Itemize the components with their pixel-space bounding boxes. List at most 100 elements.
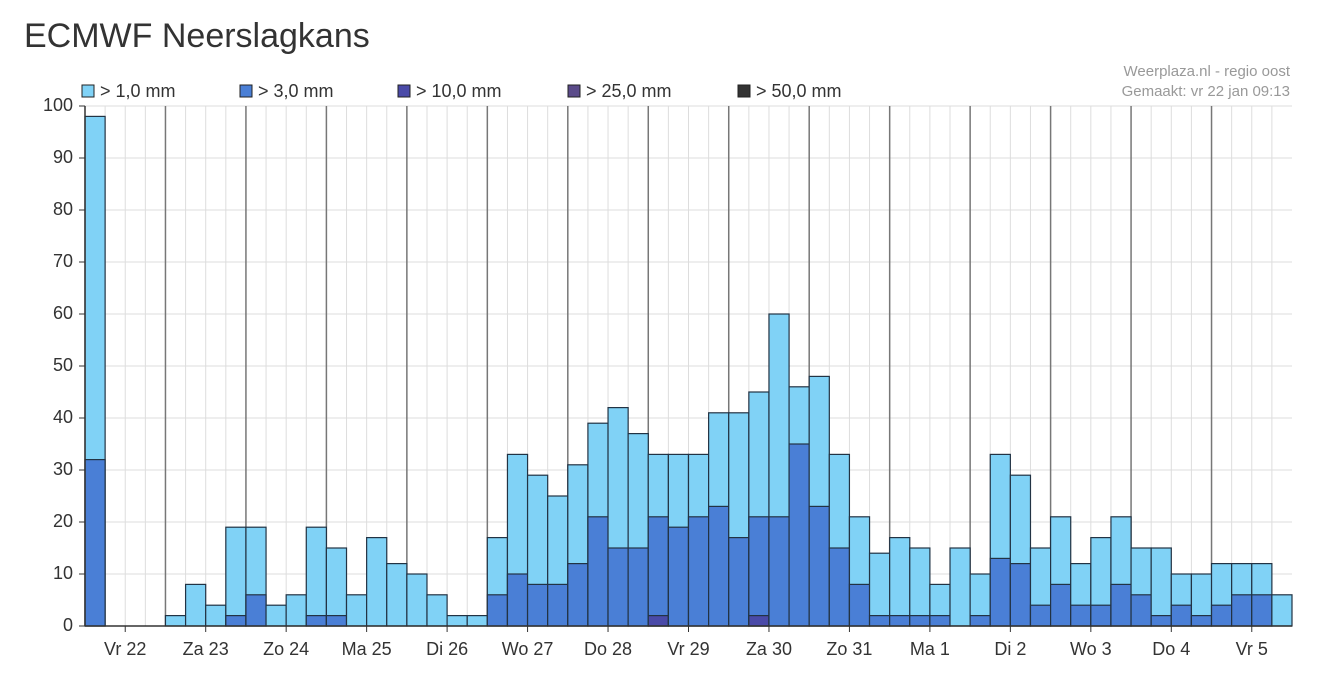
bar <box>567 562 589 627</box>
bar <box>265 604 287 627</box>
x-tick-label: Di 26 <box>426 639 468 659</box>
bar <box>285 594 307 627</box>
bar <box>647 614 669 627</box>
y-tick-label: 70 <box>53 251 73 271</box>
bar <box>768 516 790 627</box>
bar <box>748 614 770 627</box>
bar <box>728 536 750 627</box>
bar <box>325 614 348 627</box>
bar <box>969 614 991 627</box>
bar <box>607 547 629 627</box>
bar <box>366 536 388 627</box>
bar <box>1049 583 1072 627</box>
x-tick-label: Do 28 <box>584 639 632 659</box>
x-tick-label: Ma 25 <box>342 639 392 659</box>
x-tick-label: Do 4 <box>1152 639 1190 659</box>
legend-label: > 50,0 mm <box>756 81 842 101</box>
bar <box>909 547 931 627</box>
bar <box>748 516 770 627</box>
legend-swatch <box>397 84 411 98</box>
x-tick-label: Di 2 <box>994 639 1026 659</box>
y-tick-label: 100 <box>43 95 73 115</box>
bar <box>828 547 851 627</box>
bar <box>1190 614 1213 627</box>
y-tick-label: 20 <box>53 511 73 531</box>
bar <box>305 526 327 627</box>
bar <box>446 614 468 627</box>
legend-swatch <box>737 84 751 98</box>
x-tick-label: Zo 24 <box>263 639 309 659</box>
bar <box>1170 604 1193 627</box>
bar <box>305 614 327 627</box>
bar <box>225 614 247 627</box>
legend-swatch <box>81 84 95 98</box>
legend-swatch <box>239 84 253 98</box>
bar <box>1150 614 1172 627</box>
bar <box>547 583 569 627</box>
y-tick-label: 40 <box>53 407 73 427</box>
bar <box>788 443 810 627</box>
bar <box>386 562 408 627</box>
bar <box>627 547 649 627</box>
bar <box>426 594 448 627</box>
bar <box>909 614 931 627</box>
made-note: Gemaakt: vr 22 jan 09:13 <box>1122 83 1290 100</box>
bar <box>205 604 227 627</box>
y-tick-label: 80 <box>53 199 73 219</box>
bar <box>506 573 529 627</box>
bar <box>848 583 871 627</box>
y-tick-label: 50 <box>53 355 73 375</box>
bar <box>84 459 106 627</box>
bar <box>587 516 609 627</box>
bar <box>1029 604 1052 627</box>
y-tick-label: 10 <box>53 563 73 583</box>
legend-swatch <box>567 84 581 98</box>
y-tick-label: 90 <box>53 147 73 167</box>
bar <box>1110 583 1132 627</box>
bar <box>245 594 267 627</box>
bar <box>164 614 187 627</box>
bar <box>1231 594 1253 627</box>
bar <box>466 614 488 627</box>
bar <box>325 547 348 627</box>
x-tick-label: Wo 3 <box>1070 639 1112 659</box>
bar <box>345 594 368 627</box>
legend-label: > 10,0 mm <box>416 81 502 101</box>
bar <box>868 614 891 627</box>
bar <box>1150 547 1172 627</box>
y-tick-label: 60 <box>53 303 73 323</box>
y-tick-label: 30 <box>53 459 73 479</box>
source-note: Weerplaza.nl - regio oost <box>1124 63 1291 80</box>
bar <box>929 614 951 627</box>
bar <box>647 516 669 627</box>
x-tick-label: Vr 22 <box>104 639 146 659</box>
x-tick-label: Za 30 <box>746 639 792 659</box>
bar <box>225 526 247 627</box>
bar <box>486 594 509 627</box>
x-tick-label: Wo 27 <box>502 639 554 659</box>
bar <box>1090 604 1112 627</box>
bar <box>989 557 1011 627</box>
bar <box>1009 562 1032 627</box>
bar <box>889 614 911 627</box>
x-tick-label: Vr 5 <box>1236 639 1268 659</box>
bar <box>1210 604 1233 627</box>
legend-label: > 3,0 mm <box>258 81 334 101</box>
bar <box>687 516 710 627</box>
bar <box>667 526 690 627</box>
bar <box>808 505 830 627</box>
bar <box>1271 594 1293 627</box>
chart-title: ECMWF Neerslagkans <box>24 17 370 55</box>
bar <box>526 583 549 627</box>
bar <box>1130 594 1152 627</box>
bar <box>184 583 207 627</box>
x-tick-label: Za 23 <box>183 639 229 659</box>
bar <box>406 573 428 627</box>
x-tick-label: Zo 31 <box>826 639 872 659</box>
bar <box>1251 594 1273 627</box>
legend-label: > 25,0 mm <box>586 81 672 101</box>
bar <box>889 536 911 627</box>
bar <box>708 505 730 627</box>
